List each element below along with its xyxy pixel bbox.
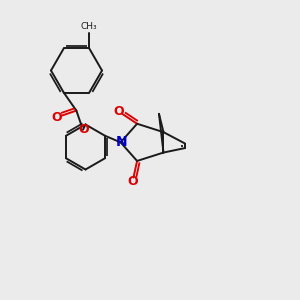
Text: CH₃: CH₃ bbox=[81, 22, 98, 31]
Text: O: O bbox=[79, 123, 89, 136]
Text: O: O bbox=[128, 176, 138, 188]
Text: O: O bbox=[113, 105, 124, 118]
Text: N: N bbox=[116, 135, 127, 149]
Text: O: O bbox=[51, 111, 62, 124]
